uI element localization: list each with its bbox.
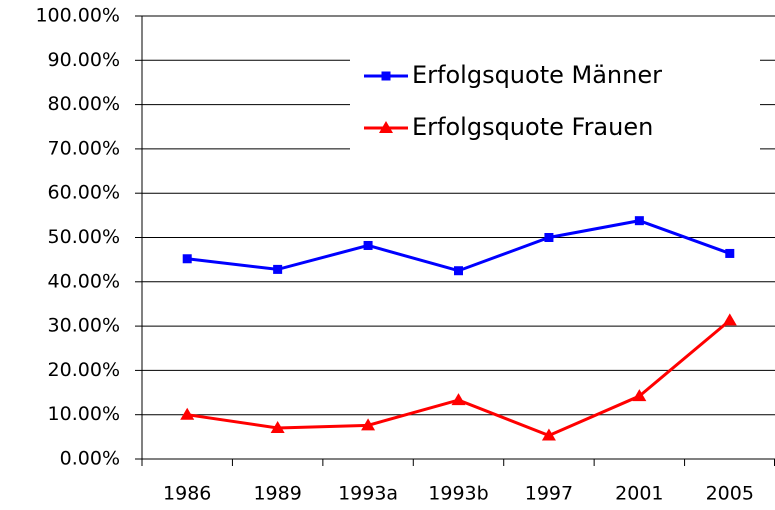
marker (180, 407, 195, 420)
series (182, 216, 735, 276)
marker (273, 264, 283, 274)
marker (634, 216, 644, 226)
y-tick-label: 90.00% (48, 49, 120, 71)
marker (270, 420, 285, 433)
marker (722, 313, 737, 326)
marker (182, 254, 192, 264)
y-tick-label: 60.00% (48, 182, 120, 204)
y-tick-label: 0.00% (60, 448, 120, 470)
marker (544, 233, 554, 242)
x-tick-label: 1993b (428, 483, 488, 505)
line (186, 319, 731, 438)
legend: Erfolgsquote Männer Erfolgsquote Frauen (350, 48, 760, 152)
series (180, 313, 737, 441)
marker (363, 240, 373, 250)
x-tick-label: 2005 (706, 483, 754, 505)
x-tick-label: 1997 (525, 483, 573, 505)
y-tick-label: 20.00% (48, 359, 120, 381)
marker (451, 393, 466, 406)
marker (381, 71, 391, 81)
x-tick-label: 1986 (163, 483, 211, 505)
marker (632, 389, 647, 402)
y-tick-label: 70.00% (48, 137, 120, 159)
marker (379, 121, 393, 133)
legend-label: Erfolgsquote Frauen (412, 113, 653, 141)
marker (361, 418, 376, 431)
x-tick-label: 1993a (338, 483, 398, 505)
y-tick-label: 40.00% (48, 270, 120, 292)
x-tick-label: 2001 (615, 483, 663, 505)
legend-box (350, 48, 760, 152)
marker (541, 428, 556, 441)
y-tick-label: 10.00% (48, 403, 120, 425)
line (187, 219, 731, 273)
y-tick-label: 50.00% (48, 226, 120, 248)
x-tick-label: 1989 (253, 483, 301, 505)
marker (454, 266, 463, 276)
y-tick-label: 30.00% (48, 315, 120, 337)
legend-label: Erfolgsquote Männer (412, 61, 662, 89)
y-tick-label: 80.00% (48, 93, 120, 115)
y-tick-label: 100.00% (35, 5, 120, 27)
marker (725, 248, 735, 258)
